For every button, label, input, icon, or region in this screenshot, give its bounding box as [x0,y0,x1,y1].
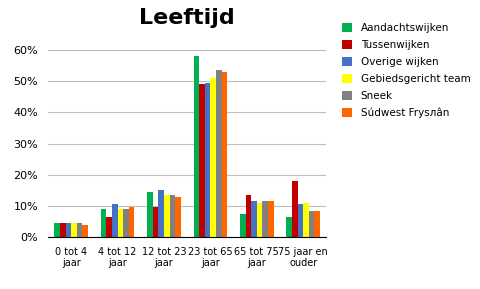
Bar [71,223,77,237]
Bar [164,195,169,237]
Bar [66,223,71,237]
Bar [147,192,153,237]
Bar [60,223,66,237]
Bar [298,204,303,237]
Bar [292,181,298,237]
Bar [123,209,129,237]
Bar [169,195,175,237]
Title: Leeftijd: Leeftijd [139,8,235,27]
Bar [257,203,263,237]
Bar [263,201,268,237]
Bar [240,214,246,237]
Bar [153,208,158,237]
Bar [222,72,227,237]
Bar [107,217,112,237]
Bar [129,208,134,237]
Bar [287,217,292,237]
Bar [118,209,123,237]
Bar [101,209,107,237]
Bar [303,203,309,237]
Legend: Aandachtswijken, Tussenwijken, Overige wijken, Gebiedsgericht team, Sneek, Súdwe: Aandachtswijken, Tussenwijken, Overige w… [339,20,474,121]
Bar [251,201,257,237]
Bar [158,190,164,237]
Bar [216,71,222,237]
Bar [77,223,83,237]
Bar [210,78,216,237]
Bar [175,197,180,237]
Bar [55,223,60,237]
Bar [268,201,274,237]
Bar [83,225,88,237]
Bar [199,84,205,237]
Bar [112,204,118,237]
Bar [205,83,210,237]
Bar [246,195,251,237]
Bar [194,56,199,237]
Bar [314,210,320,237]
Bar [309,210,314,237]
